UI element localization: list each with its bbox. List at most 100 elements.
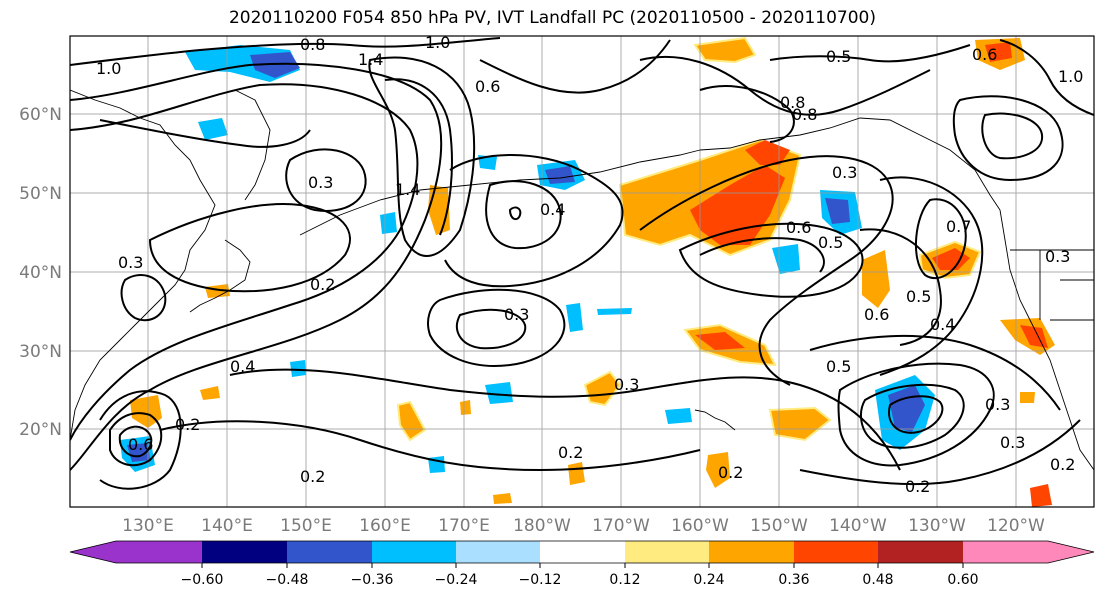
- contour-line: [455, 308, 527, 350]
- colorbar-segment: [70, 541, 202, 563]
- us-states-borders: [1010, 249, 1094, 321]
- colorbar-label: −0.24: [435, 572, 478, 588]
- contour-line: [159, 420, 701, 472]
- lon-label: 180°W: [513, 516, 571, 536]
- lat-label-30n: 30°N: [19, 342, 62, 362]
- colorbar-label: −0.60: [181, 572, 224, 588]
- shading-patch: [250, 52, 300, 78]
- contour-label: 1.0: [425, 33, 450, 52]
- contour-line: [952, 95, 1064, 182]
- lon-label: 160°W: [671, 516, 729, 536]
- contour-line: [70, 37, 501, 66]
- lon-label: 150°W: [750, 516, 808, 536]
- contour-label: 0.6: [972, 45, 997, 64]
- shading-patch: [545, 166, 575, 184]
- shading-patch: [693, 36, 757, 64]
- contour-label: 0.5: [906, 287, 931, 306]
- colorbar-label: 0.60: [947, 572, 978, 588]
- contour-label: 0.3: [1000, 433, 1025, 452]
- contour-label: 0.6: [475, 77, 500, 96]
- contour-label: 0.6: [786, 218, 811, 237]
- shading-patch: [985, 42, 1012, 62]
- contour-line: [981, 112, 1044, 160]
- lon-label: 150°E: [280, 516, 332, 536]
- lat-label-50n: 50°N: [19, 184, 62, 204]
- contour-label: 0.7: [946, 217, 971, 236]
- ivt-contours: [70, 37, 1094, 490]
- contour-label: 0.2: [300, 467, 325, 486]
- contour-line: [444, 154, 624, 288]
- contour-label: 0.2: [905, 477, 930, 496]
- colorbar-segment: [202, 541, 287, 563]
- shading-patch: [485, 382, 513, 404]
- contour-line: [999, 39, 1094, 116]
- coastline-aleutians: [299, 149, 701, 236]
- contour-line: [384, 78, 453, 236]
- contour-line: [285, 148, 367, 212]
- contour-label: 0.2: [310, 275, 335, 294]
- contour-line: [799, 419, 1081, 486]
- contour-line: [879, 176, 984, 376]
- contour-label: 0.2: [558, 443, 583, 462]
- lat-label-40n: 40°N: [19, 263, 62, 283]
- shading-patch: [127, 443, 150, 462]
- contour-label: 0.6: [128, 435, 153, 454]
- contour-line: [70, 62, 443, 471]
- shading-patch: [460, 400, 471, 415]
- coastline-japan: [189, 239, 251, 313]
- contour-line: [769, 44, 971, 63]
- contour-line: [859, 383, 965, 449]
- contour-line: [229, 368, 901, 471]
- shading-patch: [396, 400, 427, 442]
- contour-line: [485, 180, 562, 250]
- contour-label: 0.3: [308, 173, 333, 192]
- colorbar-label: −0.48: [266, 572, 309, 588]
- contour-line: [837, 362, 995, 467]
- shading-patch: [200, 386, 220, 400]
- coastline-alaska: [699, 117, 1001, 211]
- colorbar-label: 0.48: [862, 572, 893, 588]
- contour-line: [699, 237, 825, 273]
- colorbar-segment: [625, 541, 709, 563]
- contour-label: 0.3: [118, 253, 143, 272]
- contour-line: [508, 206, 522, 221]
- contour-line: [678, 222, 864, 298]
- contour-label: 0.2: [175, 415, 200, 434]
- contour-line: [99, 390, 182, 490]
- shading-patch: [198, 118, 228, 140]
- contour-line: [109, 412, 163, 467]
- contour-line: [888, 395, 944, 434]
- shading-patch: [1030, 484, 1052, 507]
- map-title: 2020110200 F054 850 hPa PV, IVT Landfall…: [228, 8, 876, 28]
- shading-patch: [380, 212, 397, 234]
- lon-label: 160°E: [359, 516, 411, 536]
- colorbar-outline: [69, 540, 1095, 564]
- shading-patch: [597, 308, 632, 315]
- contour-label: 0.8: [780, 93, 805, 112]
- coastline-kamchatka: [234, 89, 271, 201]
- contour-line: [639, 155, 894, 386]
- shading-patch: [568, 462, 585, 485]
- shading-patch: [290, 360, 306, 377]
- contour-line: [118, 425, 153, 458]
- contour-label: 0.3: [832, 163, 857, 182]
- contour-line: [914, 198, 967, 280]
- map-frame: [69, 35, 1095, 508]
- shading-patch: [130, 395, 162, 428]
- contour-label: 1.4: [395, 180, 420, 199]
- contour-label: 0.5: [826, 47, 851, 66]
- contour-line: [699, 85, 795, 143]
- shading-patch: [932, 248, 970, 270]
- contour-label: 0.4: [540, 200, 565, 219]
- contour-line: [148, 203, 351, 293]
- contour-label: 0.3: [614, 375, 639, 394]
- contour-line: [368, 56, 476, 257]
- shading-patch: [493, 493, 512, 504]
- contour-label: 1.4: [358, 50, 383, 69]
- colorbar-ticks: [201, 563, 964, 568]
- longitude-labels: 130°E 140°E 150°E 160°E 170°E 180°W 170°…: [122, 516, 1045, 536]
- colorbar-segment: [540, 541, 625, 563]
- contour-label: 0.8: [300, 35, 325, 54]
- coastlines: [70, 89, 1094, 471]
- shading-patch: [695, 332, 745, 350]
